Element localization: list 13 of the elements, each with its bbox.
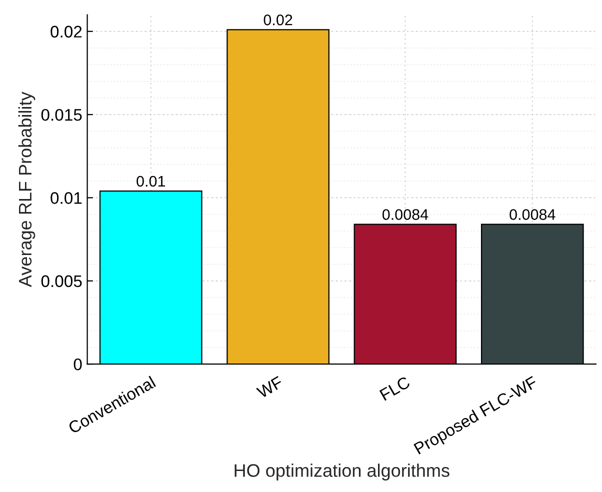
- data-label: 0.02: [264, 14, 292, 26]
- x-tick-label: WF: [256, 376, 284, 399]
- y-tick-label: 0.01: [50, 192, 82, 204]
- y-tick-label: 0.02: [50, 26, 82, 38]
- y-axis-title: Average RLF Probability: [18, 92, 36, 288]
- data-label: 0.0084: [382, 209, 428, 220]
- y-tick-label: 0.015: [41, 108, 82, 121]
- y-tick-label: 0.005: [41, 275, 82, 288]
- x-axis-title: HO optimization algorithms: [234, 464, 450, 480]
- x-tick-label: FLC: [379, 376, 411, 401]
- data-label: 0.0084: [510, 209, 556, 220]
- data-label: 0.01: [136, 176, 165, 187]
- y-tick-label: 0: [74, 358, 82, 370]
